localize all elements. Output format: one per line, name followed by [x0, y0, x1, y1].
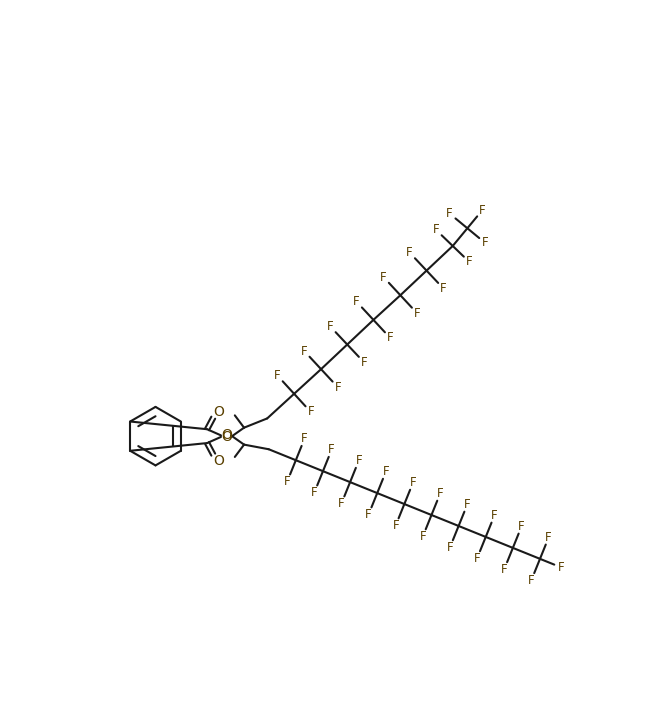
Text: F: F [353, 295, 360, 308]
Text: F: F [479, 204, 485, 217]
Text: F: F [361, 356, 368, 369]
Text: F: F [382, 465, 389, 478]
Text: F: F [464, 498, 470, 511]
Text: F: F [328, 443, 335, 456]
Text: F: F [365, 508, 372, 521]
Text: F: F [466, 255, 473, 269]
Text: F: F [274, 369, 281, 382]
Text: F: F [518, 520, 525, 533]
Text: F: F [437, 487, 443, 500]
Text: F: F [410, 476, 416, 489]
Text: O: O [221, 428, 232, 443]
Text: O: O [221, 430, 232, 444]
Text: F: F [327, 320, 334, 333]
Text: F: F [433, 223, 439, 237]
Text: F: F [474, 552, 481, 565]
Text: F: F [387, 332, 393, 345]
Text: F: F [501, 563, 508, 576]
Text: F: F [446, 207, 453, 220]
Text: F: F [491, 509, 497, 522]
Text: F: F [311, 486, 318, 499]
Text: F: F [284, 475, 291, 488]
Text: F: F [440, 282, 447, 295]
Text: F: F [392, 519, 399, 532]
Text: F: F [355, 454, 362, 467]
Text: O: O [213, 454, 224, 468]
Text: F: F [558, 561, 565, 574]
Text: F: F [380, 271, 387, 284]
Text: F: F [482, 237, 488, 250]
Text: F: F [301, 345, 307, 358]
Text: F: F [307, 405, 314, 418]
Text: F: F [419, 530, 426, 543]
Text: F: F [545, 531, 552, 544]
Text: F: F [446, 541, 453, 554]
Text: F: F [301, 433, 307, 445]
Text: F: F [414, 307, 421, 320]
Text: F: F [528, 573, 535, 587]
Text: F: F [338, 497, 345, 510]
Text: F: F [335, 380, 341, 394]
Text: F: F [406, 246, 413, 259]
Text: O: O [213, 405, 224, 418]
